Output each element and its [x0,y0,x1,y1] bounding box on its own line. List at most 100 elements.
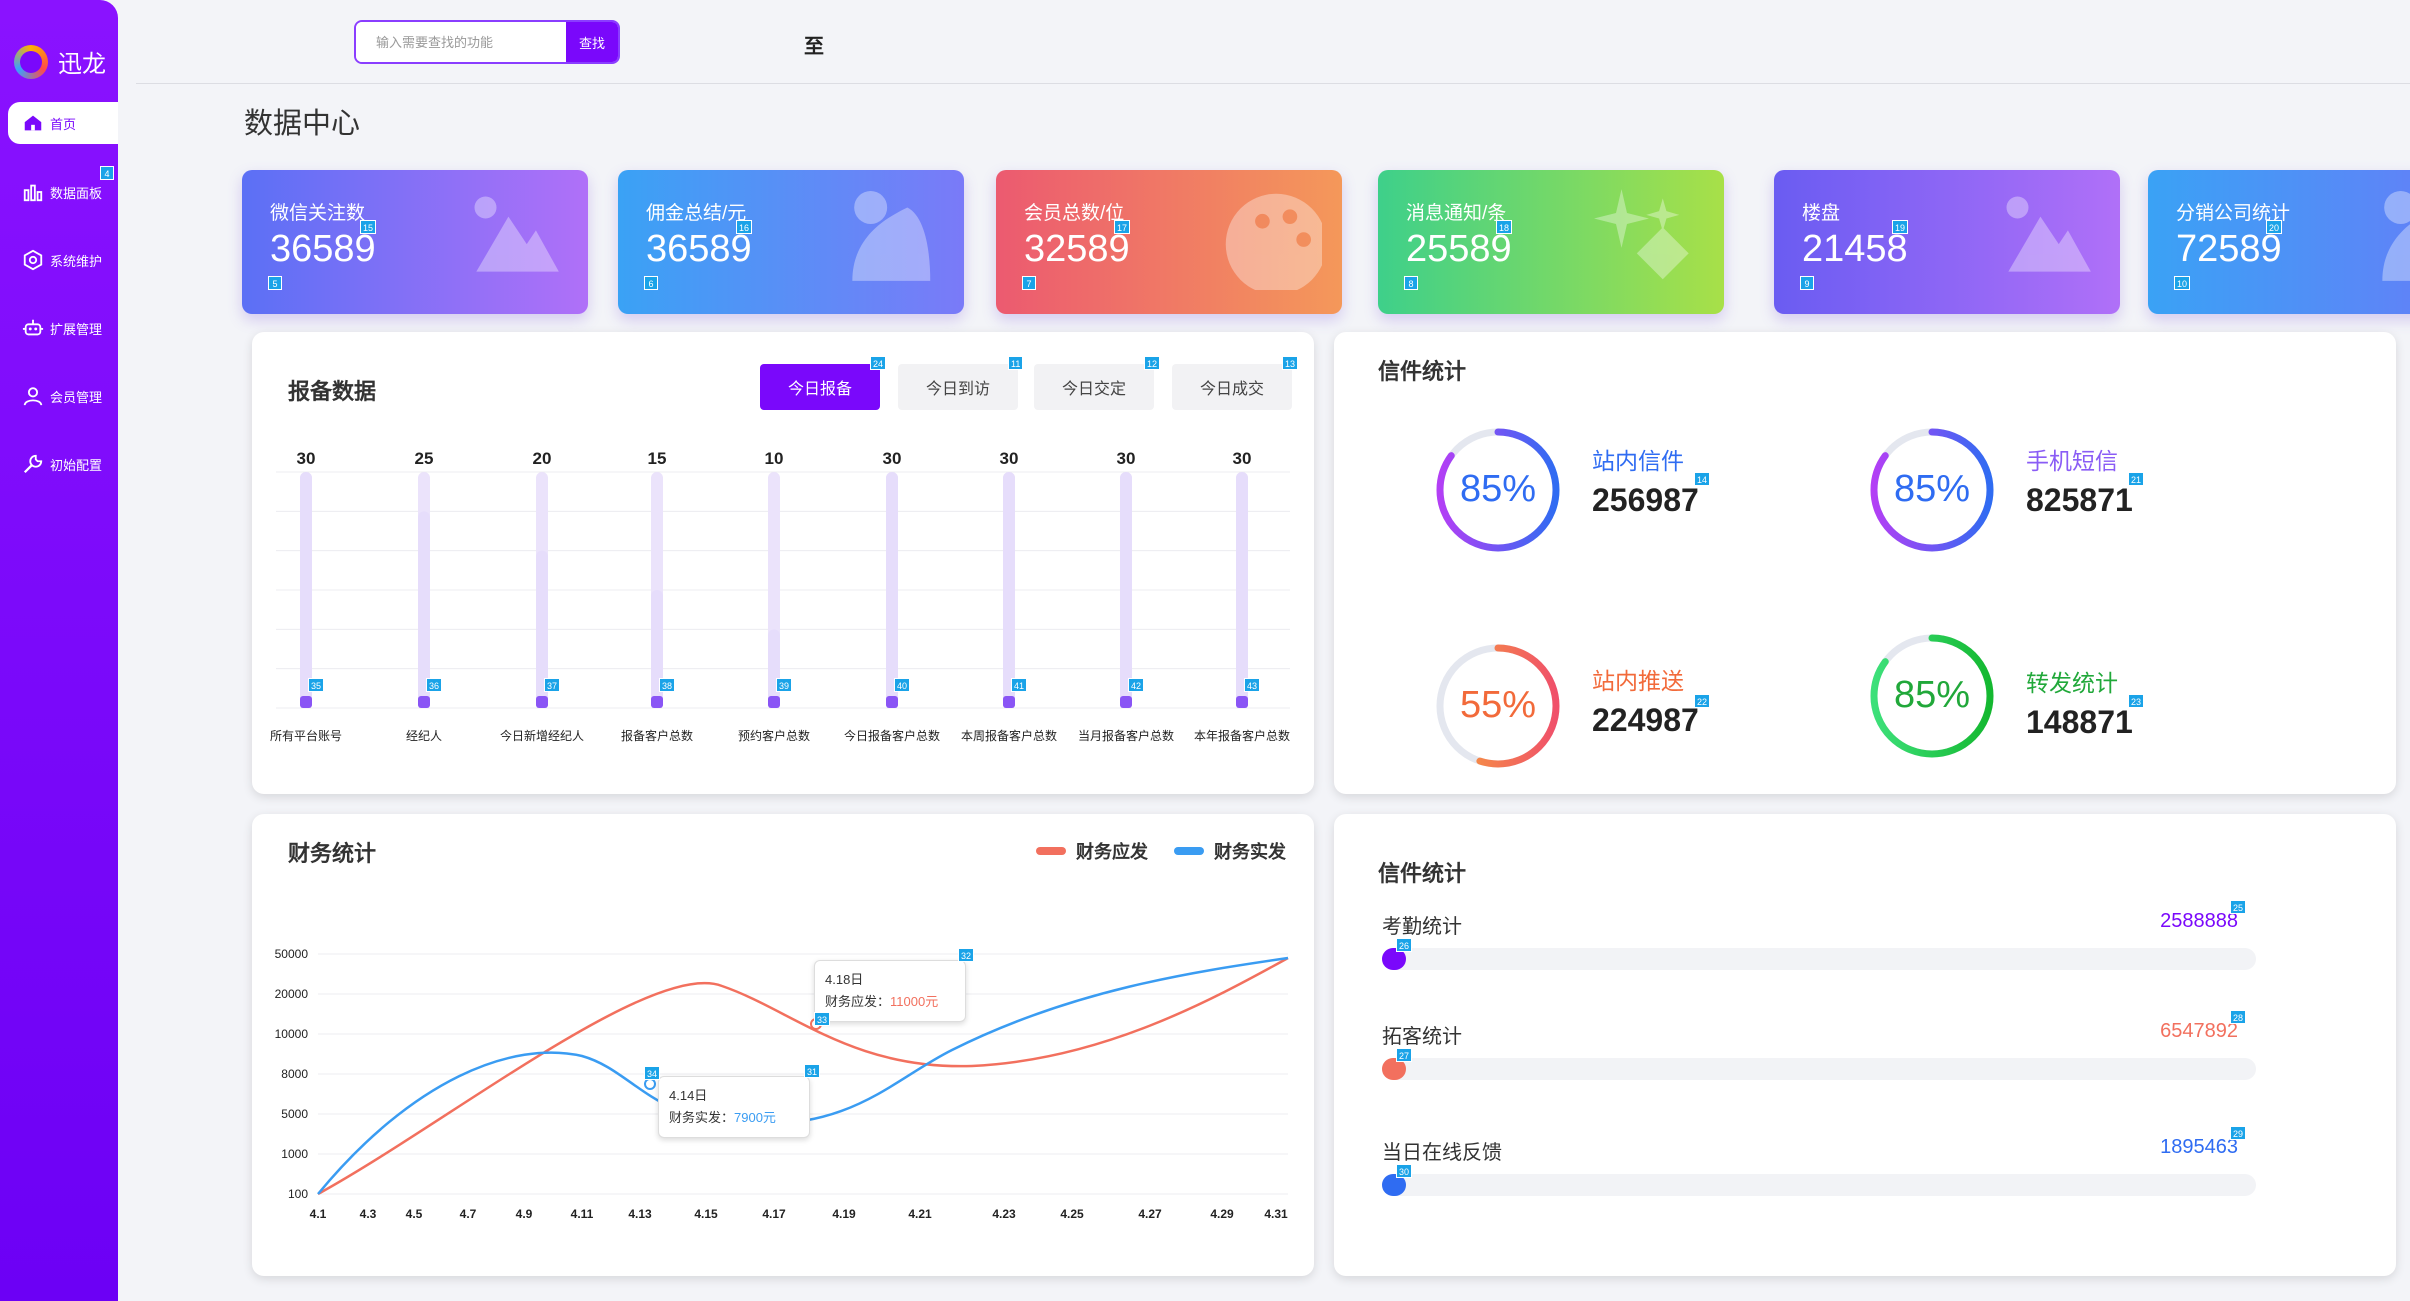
page-title: 数据中心 [244,108,361,140]
marker-badge: 43 [1244,678,1261,692]
x-tick-label: 4.15 [694,1207,718,1221]
sidebar-badge: 4 [100,166,114,180]
report-bar-chart: 30 所有平台账号 25 经纪人 20 今日新增经纪人 15 报备客户总数 10 预约客户总数 30… [270,449,1290,743]
progress-label: 考勤统计 [1382,916,1462,938]
stat-card[interactable]: 消息通知/条 25589 18 8 [1378,170,1724,314]
marker-badge: 17 [1114,220,1131,234]
report-tab[interactable]: 今日报备 [760,364,880,410]
x-tick-label: 4.3 [360,1207,377,1221]
bar-base [1003,696,1015,708]
progress-label: 拓客统计 [1382,1026,1462,1048]
stat-value: 72589 [2176,228,2282,270]
sidebar-item-home[interactable]: 首页 [8,102,118,144]
marker-badge: 30 [1396,1164,1413,1178]
sidebar-item-members[interactable]: 会员管理 [8,362,118,430]
bar[interactable] [536,550,548,708]
mail-ring [1870,428,1994,552]
y-tick-label: 8000 [281,1067,308,1081]
stat-card[interactable]: 微信关注数 36589 15 5 [242,170,588,314]
progress-track [1382,1058,2256,1080]
sidebar: 迅龙 首页 数据面板 4 系统维护 扩展管理 会员管理 初始配置 [0,0,118,1301]
stat-card[interactable]: 分销公司统计 72589 20 10 [2148,170,2410,314]
bar[interactable] [886,472,898,708]
sidebar-item-label: 初始配置 [50,457,103,473]
y-tick-label: 50000 [275,947,309,961]
sidebar-item-extensions[interactable]: 扩展管理 [8,294,118,362]
report-tab[interactable]: 今日交定 [1034,364,1154,410]
hexagon-gear-icon [23,249,43,271]
stat-value: 36589 [646,228,752,270]
x-tick-label: 4.9 [516,1207,533,1221]
bar-base [1236,696,1248,708]
tooltip-date: 4.18日 [825,972,864,987]
marker-badge: 14 [1694,472,1711,486]
chart-tooltip: 4.18日 财务应发：11000元 [814,960,966,1022]
legend-label: 财务应发 [1076,842,1148,862]
x-tick-label: 4.23 [992,1207,1016,1221]
progress-value: 2588888 [2160,910,2238,932]
mail-stat-value: 224987 [1592,702,1699,738]
brand-logo[interactable]: 迅龙 [14,44,106,79]
legend-item[interactable]: 财务应发 [1036,838,1148,864]
tooltip-row: 财务实发：7900元 [669,1107,799,1129]
stat-decoration-icon [2382,191,2410,281]
y-tick-label: 5000 [281,1107,308,1121]
sidebar-item-label: 扩展管理 [50,321,103,337]
bar[interactable] [418,511,430,708]
stat-decoration-icon [2006,196,2091,272]
bar-category-label: 所有平台账号 [270,728,342,743]
mail-ring [1436,644,1560,768]
stat-value: 32589 [1024,228,1130,270]
stat-card[interactable]: 楼盘 21458 19 9 [1774,170,2120,314]
stat-label: 消息通知/条 [1406,203,1507,224]
home-icon [24,115,42,131]
x-tick-label: 4.25 [1060,1207,1084,1221]
report-tab[interactable]: 今日成交 [1172,364,1292,410]
logo-icon [14,44,48,79]
marker-badge: 31 [804,1064,821,1078]
search-button[interactable]: 查找 [566,22,618,62]
robot-icon [22,319,44,336]
tooltip-value: 7900元 [734,1110,776,1125]
bar-value-label: 30 [883,449,902,468]
mail-stat-label: 转发统计 [2026,670,2118,696]
marker-badge: 20 [2266,220,2283,234]
bar[interactable] [300,472,312,708]
marker-badge: 6 [644,276,658,290]
y-tick-label: 20000 [275,987,309,1001]
sidebar-item-config[interactable]: 初始配置 [8,430,118,498]
top-bar-text: 至 [804,36,824,58]
legend-item[interactable]: 财务实发 [1174,838,1286,864]
marker-badge: 28 [2230,1010,2247,1024]
bar[interactable] [1003,472,1015,708]
x-tick-label: 4.7 [460,1207,477,1221]
bar-category-label: 今日新增经纪人 [500,728,584,743]
report-tab[interactable]: 今日到访 [898,364,1018,410]
bar-category-label: 报备客户总数 [621,728,693,743]
search-input[interactable] [356,22,566,62]
search-box: 查找 [354,20,620,64]
bar[interactable] [1236,472,1248,708]
stat-card[interactable]: 佣金总结/元 36589 16 6 [618,170,964,314]
stat-label: 分销公司统计 [2176,203,2291,224]
stat-card[interactable]: 会员总数/位 32589 17 7 [996,170,1342,314]
marker-badge: 10 [2174,276,2191,290]
sidebar-item-data-panel[interactable]: 数据面板 4 [8,158,118,226]
bar-base [300,696,312,708]
marker-badge: 19 [1892,220,1909,234]
bar-value-label: 30 [297,449,316,468]
legend-label: 财务实发 [1214,842,1286,862]
sidebar-item-system[interactable]: 系统维护 [8,226,118,294]
marker-badge: 32 [958,948,975,962]
marker-badge: 9 [1800,276,1814,290]
stat-decoration-icon [1225,193,1322,290]
bar[interactable] [1120,472,1132,708]
sidebar-item-label: 会员管理 [50,389,103,405]
stat-decoration-icon [1594,189,1689,280]
ring-progress [1436,644,1560,768]
progress-value: 1895463 [2160,1136,2238,1158]
x-tick-label: 4.17 [762,1207,786,1221]
y-tick-label: 10000 [275,1027,309,1041]
x-tick-label: 4.31 [1264,1207,1288,1221]
marker-badge: 21 [2128,472,2145,486]
